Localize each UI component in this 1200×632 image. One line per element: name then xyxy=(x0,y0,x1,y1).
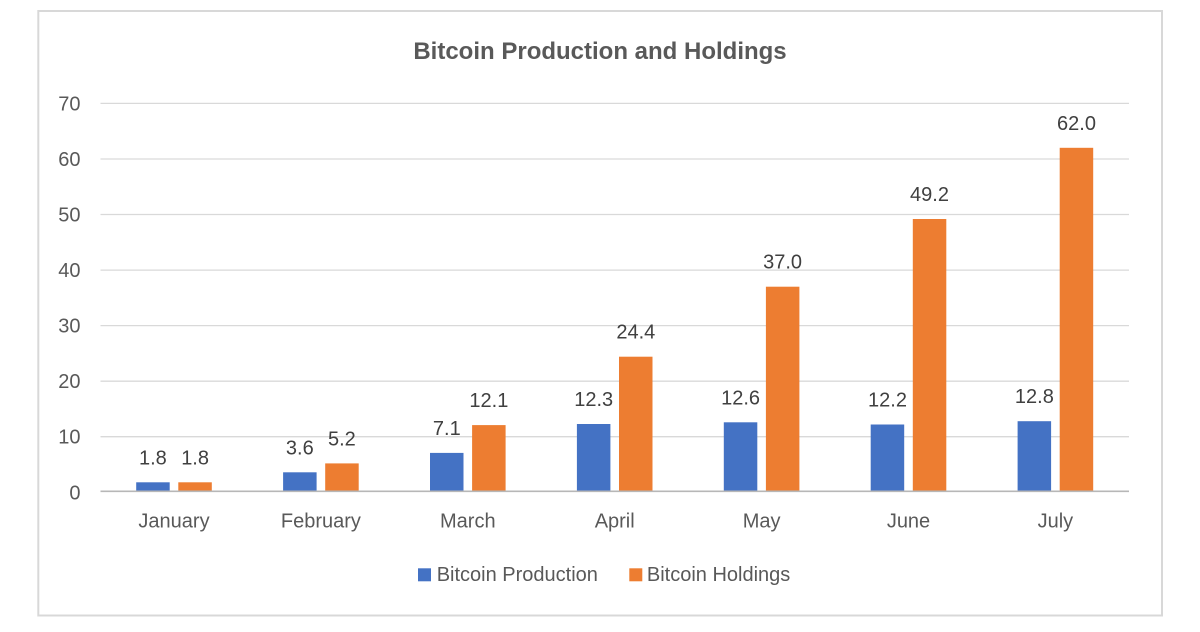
svg-text:May: May xyxy=(743,511,781,533)
svg-text:1.8: 1.8 xyxy=(139,447,167,469)
svg-text:49.2: 49.2 xyxy=(910,184,949,206)
svg-text:12.2: 12.2 xyxy=(868,390,907,412)
svg-text:7.1: 7.1 xyxy=(433,418,461,440)
svg-text:62.0: 62.0 xyxy=(1057,113,1096,135)
svg-text:12.1: 12.1 xyxy=(469,390,508,412)
svg-text:50: 50 xyxy=(58,205,80,227)
svg-text:3.6: 3.6 xyxy=(286,437,314,459)
svg-text:24.4: 24.4 xyxy=(616,322,655,344)
svg-text:60: 60 xyxy=(58,149,80,171)
svg-text:June: June xyxy=(887,511,930,533)
svg-text:Bitcoin Production: Bitcoin Production xyxy=(437,564,598,586)
svg-text:30: 30 xyxy=(58,316,80,338)
svg-text:70: 70 xyxy=(58,93,80,115)
svg-text:12.6: 12.6 xyxy=(721,387,760,409)
svg-text:5.2: 5.2 xyxy=(328,428,356,450)
svg-text:July: July xyxy=(1038,511,1074,533)
svg-text:10: 10 xyxy=(58,427,80,449)
svg-text:40: 40 xyxy=(58,260,80,282)
svg-text:February: February xyxy=(281,511,361,533)
svg-text:1.8: 1.8 xyxy=(181,447,209,469)
svg-text:April: April xyxy=(595,511,635,533)
svg-text:Bitcoin Production and Holding: Bitcoin Production and Holdings xyxy=(413,38,786,65)
svg-text:March: March xyxy=(440,511,496,533)
svg-text:20: 20 xyxy=(58,371,80,393)
svg-text:Bitcoin Holdings: Bitcoin Holdings xyxy=(647,564,790,586)
svg-text:37.0: 37.0 xyxy=(763,252,802,274)
svg-text:January: January xyxy=(138,511,209,533)
svg-text:12.3: 12.3 xyxy=(574,389,613,411)
svg-text:12.8: 12.8 xyxy=(1015,386,1054,408)
svg-text:0: 0 xyxy=(69,482,80,504)
